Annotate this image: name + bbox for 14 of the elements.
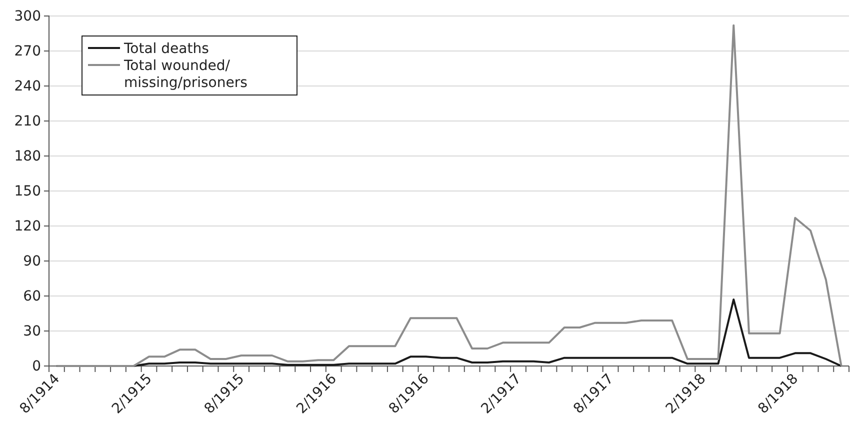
y-tick-label: 270	[14, 43, 41, 60]
line-series	[56, 24, 842, 367]
legend-label: Total wounded/missing/prisoners	[123, 58, 248, 91]
y-tick-label: 0	[32, 358, 41, 374]
y-tick-label: 150	[14, 183, 41, 200]
y-tick-label: 210	[14, 113, 41, 130]
y-tick-label: 120	[14, 218, 41, 234]
legend-label: Total deaths	[123, 41, 209, 57]
y-tick-label: 180	[14, 148, 41, 164]
y-tick-label: 300	[14, 8, 41, 24]
y-tick-label: 240	[14, 78, 41, 94]
y-tick-label: 90	[23, 253, 41, 270]
y-tick-label: 30	[23, 323, 41, 340]
y-tick-label: 60	[23, 288, 41, 304]
